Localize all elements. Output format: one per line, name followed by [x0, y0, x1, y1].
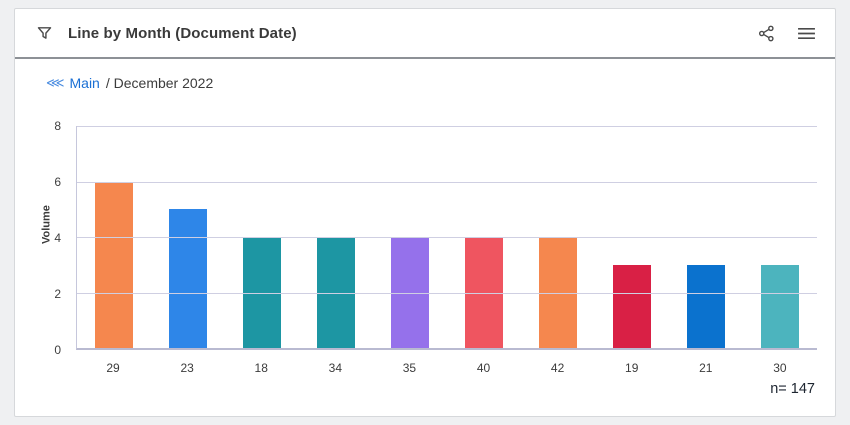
gridline	[77, 181, 817, 183]
breadcrumb-current: / December 2022	[105, 75, 214, 91]
y-tick-label: 0	[54, 343, 61, 357]
gridline	[77, 126, 817, 127]
x-tick-label: 19	[625, 361, 639, 375]
x-tick-label: 18	[254, 361, 268, 375]
breadcrumb-collapse-icon[interactable]: ⋘	[46, 75, 64, 90]
x-tick-label: 30	[773, 361, 787, 375]
breadcrumb-link-main[interactable]: Main	[69, 75, 100, 91]
bar-slot	[669, 126, 743, 348]
x-tick-label: 29	[106, 361, 120, 375]
x-tick-label: 42	[550, 361, 565, 375]
y-tick-label: 4	[54, 231, 61, 245]
x-tick-label: 23	[180, 361, 194, 375]
y-tick-label: 6	[54, 175, 61, 189]
bar-slot	[77, 126, 151, 348]
bar-29[interactable]	[95, 181, 133, 348]
y-axis-tick-labels: 0 2 4 6 8	[15, 119, 69, 357]
widget-header: Line by Month (Document Date)	[15, 9, 835, 59]
x-tick-label: 40	[476, 361, 491, 375]
share-icon[interactable]	[755, 22, 777, 44]
widget-title: Line by Month (Document Date)	[68, 24, 297, 42]
share-icon-glyph	[758, 25, 774, 41]
x-tick-label: 35	[402, 361, 417, 375]
bar-19[interactable]	[613, 264, 651, 348]
funnel-icon-glyph	[37, 26, 51, 39]
plot-area	[76, 126, 817, 350]
x-tick-label: 34	[328, 361, 342, 375]
bar-21[interactable]	[687, 264, 725, 348]
bar-slot	[151, 126, 225, 348]
hamburger-menu-icon[interactable]	[795, 22, 817, 44]
hamburger-menu-glyph	[797, 27, 815, 39]
bar-30[interactable]	[761, 264, 799, 348]
chart-widget-card: Line by Month (Document Date) ⋘ Main /	[14, 8, 836, 417]
header-actions	[755, 22, 817, 44]
gridline	[77, 292, 817, 294]
y-tick-label: 8	[54, 119, 61, 133]
x-axis-tick-labels: 29 23 18 34 35 40 42 19 21 30	[76, 361, 817, 375]
bar-slot	[595, 126, 669, 348]
y-tick-label: 2	[54, 287, 61, 301]
bar-slot	[743, 126, 817, 348]
gridline	[77, 237, 817, 238]
breadcrumb: ⋘ Main / December 2022	[46, 71, 213, 95]
filter-icon[interactable]	[33, 22, 55, 44]
bar-23[interactable]	[169, 209, 207, 348]
x-tick-label: 21	[699, 361, 713, 375]
sample-size-label: n= 147	[770, 381, 815, 397]
